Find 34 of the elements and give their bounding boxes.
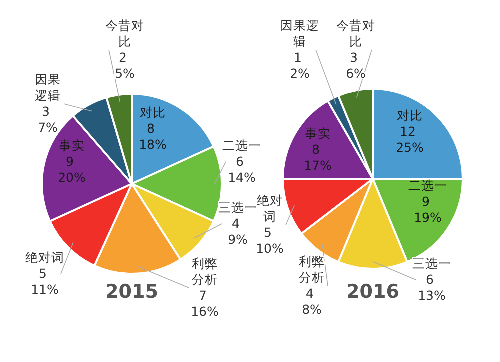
text: 2016 <box>346 281 400 303</box>
data-label: 3 6% <box>346 50 366 81</box>
data-label: 9 19% <box>414 194 442 225</box>
data-label: 9 20% <box>58 154 86 185</box>
data-label: 12 25% <box>396 124 424 155</box>
slice-label: 对比 <box>397 108 423 123</box>
slice-label: 事实 <box>59 138 85 153</box>
slice-label: 利弊分析 <box>299 254 325 285</box>
slice-label: 三选一 <box>412 256 452 271</box>
slice-label: 三选一 <box>218 200 258 215</box>
data-label: 8 17% <box>304 142 332 173</box>
data-label: 5 10% <box>256 225 284 256</box>
slice-label: 因果逻辑 <box>280 18 320 49</box>
slice-label: 因果逻辑 <box>35 72 61 103</box>
slice-label: 绝对词 <box>26 250 64 265</box>
text: 2015 <box>106 281 158 303</box>
data-label: 3 7% <box>38 104 58 135</box>
data-label: 6 14% <box>228 154 256 185</box>
data-label: 1 2% <box>290 50 310 81</box>
data-label: 4 9% <box>228 216 248 247</box>
data-label: 2 5% <box>115 50 136 81</box>
slice-label: 今昔对比 <box>336 18 376 49</box>
data-label: 5 11% <box>31 266 60 297</box>
slice-label: 今昔对比 <box>106 18 144 49</box>
data-label: 4 8% <box>302 286 322 317</box>
slice-label: 事实 <box>305 126 331 141</box>
data-label: 6 13% <box>418 272 446 303</box>
slice-label: 二选一 <box>408 178 448 193</box>
data-label: 7 16% <box>191 288 220 319</box>
slice-label: 对比 <box>140 105 166 120</box>
data-label: 8 18% <box>139 121 168 152</box>
slice-label: 绝对词 <box>257 193 283 224</box>
slice-label: 利弊分析 <box>192 256 218 287</box>
slice-label: 二选一 <box>222 138 262 153</box>
